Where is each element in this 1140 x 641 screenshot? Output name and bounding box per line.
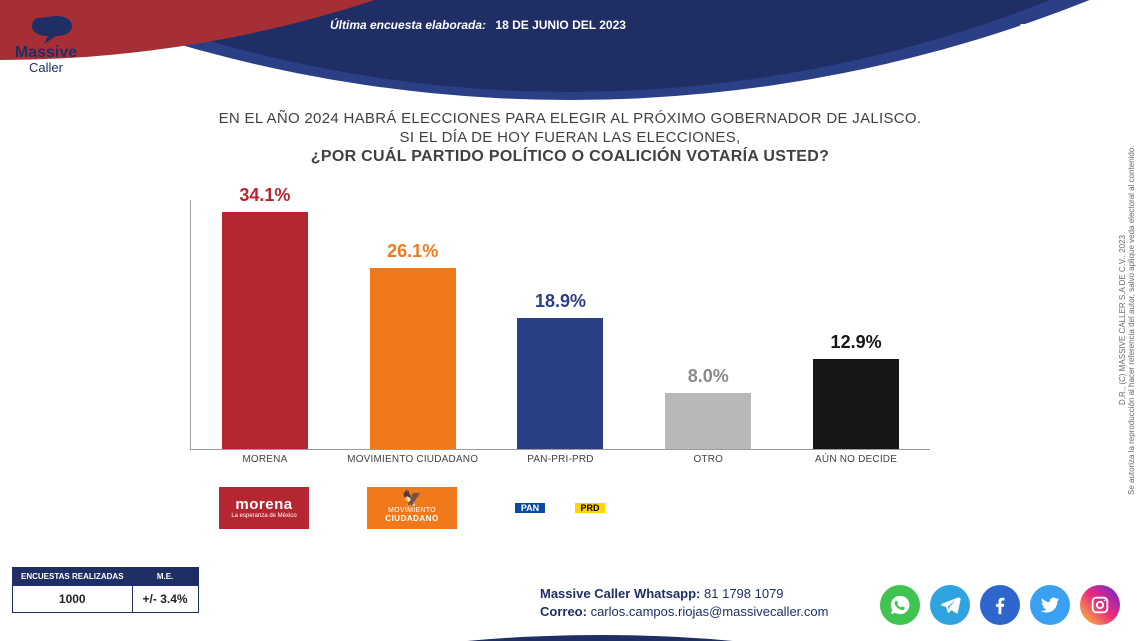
party-logo-slot: 🦅MOVIMIENTOCIUDADANO [338, 480, 486, 535]
chart-bar [813, 359, 899, 449]
sample-n-value: 1000 [13, 586, 132, 613]
sample-moe-header: M.E. [132, 568, 198, 586]
chart-bar-slot: 8.0%OTRO [634, 200, 782, 449]
bar-value-label: 26.1% [387, 241, 438, 262]
sample-moe-value: +/- 3.4% [132, 586, 198, 613]
brand-logo: Massive Caller [14, 4, 78, 75]
sample-info-box: ENCUESTAS REALIZADAS M.E. 1000 +/- 3.4% [12, 567, 199, 613]
brand-text-bottom: Caller [29, 60, 63, 75]
chart-plot-area: 34.1%MORENA26.1%MOVIMIENTO CIUDADANO18.9… [190, 200, 930, 450]
question-block: EN EL AÑO 2024 HABRÁ ELECCIONES PARA ELE… [0, 110, 1140, 166]
speech-bubble-icon [14, 4, 78, 48]
bar-value-label: 18.9% [535, 291, 586, 312]
party-logo-slot [782, 480, 930, 535]
survey-date-label: Última encuesta elaborada: [330, 18, 486, 32]
contact-whatsapp-label: Massive Caller Whatsapp: [540, 586, 700, 601]
chart-bars: 34.1%MORENA26.1%MOVIMIENTO CIUDADANO18.9… [191, 200, 930, 449]
chart-bar [665, 393, 751, 449]
party-logos-row: morenaLa esperanza de México 🦅MOVIMIENTOC… [190, 480, 930, 535]
instagram-icon[interactable] [1080, 585, 1120, 625]
sample-n-header: ENCUESTAS REALIZADAS [13, 568, 132, 586]
contact-email-label: Correo: [540, 604, 587, 619]
question-line-3: ¿POR CUÁL PARTIDO POLÍTICO O COALICIÓN V… [0, 148, 1140, 166]
bar-category-label: MORENA [242, 454, 287, 465]
chart-bar [517, 318, 603, 449]
bar-chart: 34.1%MORENA26.1%MOVIMIENTO CIUDADANO18.9… [170, 200, 950, 480]
bar-value-label: 12.9% [831, 332, 882, 353]
party-logo-slot: morenaLa esperanza de México [190, 480, 338, 535]
copyright-line-2: Se autoriza la reproducción al hacer ref… [1127, 145, 1136, 495]
question-line-2: SI EL DÍA DE HOY FUERAN LAS ELECCIONES, [0, 129, 1140, 146]
contact-whatsapp-value: 81 1798 1079 [704, 586, 784, 601]
chart-bar-slot: 26.1%MOVIMIENTO CIUDADANO [339, 200, 487, 449]
survey-date: Última encuesta elaborada: 18 DE JUNIO D… [330, 18, 626, 32]
telegram-icon[interactable] [930, 585, 970, 625]
pan-pri-prd-logo: PANPRD [515, 487, 605, 529]
party-logo-slot [634, 480, 782, 535]
state-name: JALISCO [1017, 22, 1090, 40]
survey-date-value: 18 DE JUNIO DEL 2023 [495, 18, 626, 32]
party-logo-slot: PANPRD [486, 480, 634, 535]
morena-logo: morenaLa esperanza de México [219, 487, 309, 529]
footer-arc [0, 635, 1140, 641]
bar-value-label: 34.1% [239, 185, 290, 206]
chart-bar [370, 268, 456, 449]
brand-text-top: Massive [15, 44, 77, 61]
movimiento-ciudadano-logo: 🦅MOVIMIENTOCIUDADANO [367, 487, 457, 529]
bar-category-label: MOVIMIENTO CIUDADANO [347, 454, 478, 465]
facebook-icon[interactable] [980, 585, 1020, 625]
page: Massive Caller Última encuesta elaborada… [0, 0, 1140, 641]
chart-bar-slot: 34.1%MORENA [191, 200, 339, 449]
chart-bar-slot: 12.9%AÚN NO DECIDE [782, 200, 930, 449]
copyright-line-1: D.R., (C) MASSIVE CALLER S.A DE C.V., 20… [1118, 235, 1127, 405]
bar-category-label: OTRO [693, 454, 723, 465]
twitter-icon[interactable] [1030, 585, 1070, 625]
question-line-1: EN EL AÑO 2024 HABRÁ ELECCIONES PARA ELE… [0, 110, 1140, 127]
contact-email-value: carlos.campos.riojas@massivecaller.com [591, 604, 829, 619]
chart-bar-slot: 18.9%PAN-PRI-PRD [487, 200, 635, 449]
contact-info: Massive Caller Whatsapp: 81 1798 1079 Co… [540, 585, 828, 621]
chart-bar [222, 212, 308, 449]
bar-category-label: AÚN NO DECIDE [815, 454, 897, 465]
bar-category-label: PAN-PRI-PRD [527, 454, 593, 465]
copyright-text: D.R., (C) MASSIVE CALLER S.A DE C.V., 20… [1118, 120, 1134, 520]
whatsapp-icon[interactable] [880, 585, 920, 625]
bar-value-label: 8.0% [688, 366, 729, 387]
social-icons [880, 585, 1120, 625]
